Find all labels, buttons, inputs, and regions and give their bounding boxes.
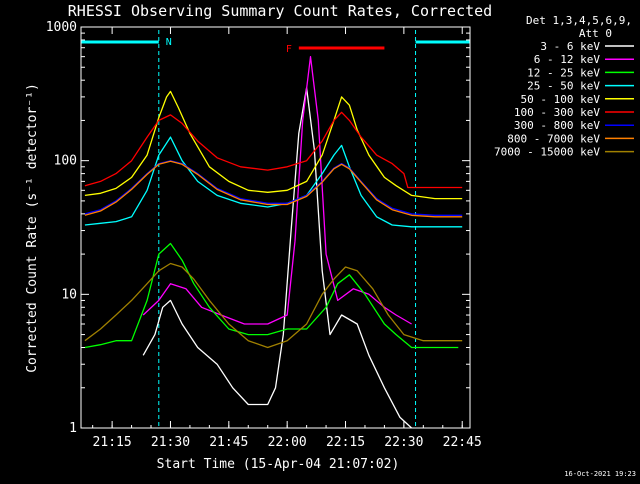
flare-flag-label: F: [286, 44, 292, 55]
legend-label-7: 800 - 7000 keV: [507, 132, 600, 145]
x-tick-label-5: 22:30: [384, 435, 423, 450]
x-tick-label-4: 22:15: [326, 435, 365, 450]
legend-header-line-1: Det 1,3,4,5,6,9,: [526, 14, 632, 27]
legend-label-4: 50 - 100 keV: [521, 93, 601, 106]
legend-label-6: 300 - 800 keV: [514, 119, 600, 132]
legend-label-8: 7000 - 15000 keV: [494, 146, 600, 159]
legend-header-line-2: Att 0: [579, 27, 612, 40]
series-line-4: [84, 90, 463, 200]
footer-date: 16-Oct-2021 19:23: [564, 470, 636, 478]
x-axis: 21:15 21:30 21:45 22:00 22:15 22:30 22:45: [92, 27, 482, 450]
series-line-7: [84, 160, 463, 218]
x-tick-label-3: 22:00: [268, 435, 307, 450]
series-line-0: [142, 87, 413, 429]
series-line-2: [84, 242, 459, 349]
series-line-1: [142, 56, 412, 325]
y-axis-label: Corrected Count Rate (s⁻¹ detector⁻¹): [25, 83, 40, 373]
y-axis: 1 10 100 1000: [46, 20, 470, 436]
y-tick-label-2: 100: [54, 154, 77, 169]
legend-label-1: 6 - 12 keV: [534, 53, 601, 66]
y-tick-label-1: 10: [61, 287, 77, 302]
night-flag-label: N: [166, 37, 172, 48]
legend-label-2: 12 - 25 keV: [527, 66, 600, 79]
y-tick-label-3: 1000: [46, 20, 77, 35]
series-line-5: [84, 111, 463, 189]
series-line-8: [84, 262, 463, 349]
y-tick-label-0: 1: [69, 421, 77, 436]
x-tick-label-1: 21:30: [151, 435, 190, 450]
chart-title: RHESSI Observing Summary Count Rates, Co…: [68, 2, 492, 20]
legend-label-5: 100 - 300 keV: [514, 106, 600, 119]
x-axis-label: Start Time (15-Apr-04 21:07:02): [157, 457, 400, 472]
legend-label-3: 25 - 50 keV: [527, 80, 600, 93]
legend-label-0: 3 - 6 keV: [540, 40, 600, 53]
x-tick-label-2: 21:45: [209, 435, 248, 450]
x-tick-label-0: 21:15: [93, 435, 132, 450]
x-tick-label-6: 22:45: [443, 435, 482, 450]
plot-frame: [80, 26, 471, 429]
